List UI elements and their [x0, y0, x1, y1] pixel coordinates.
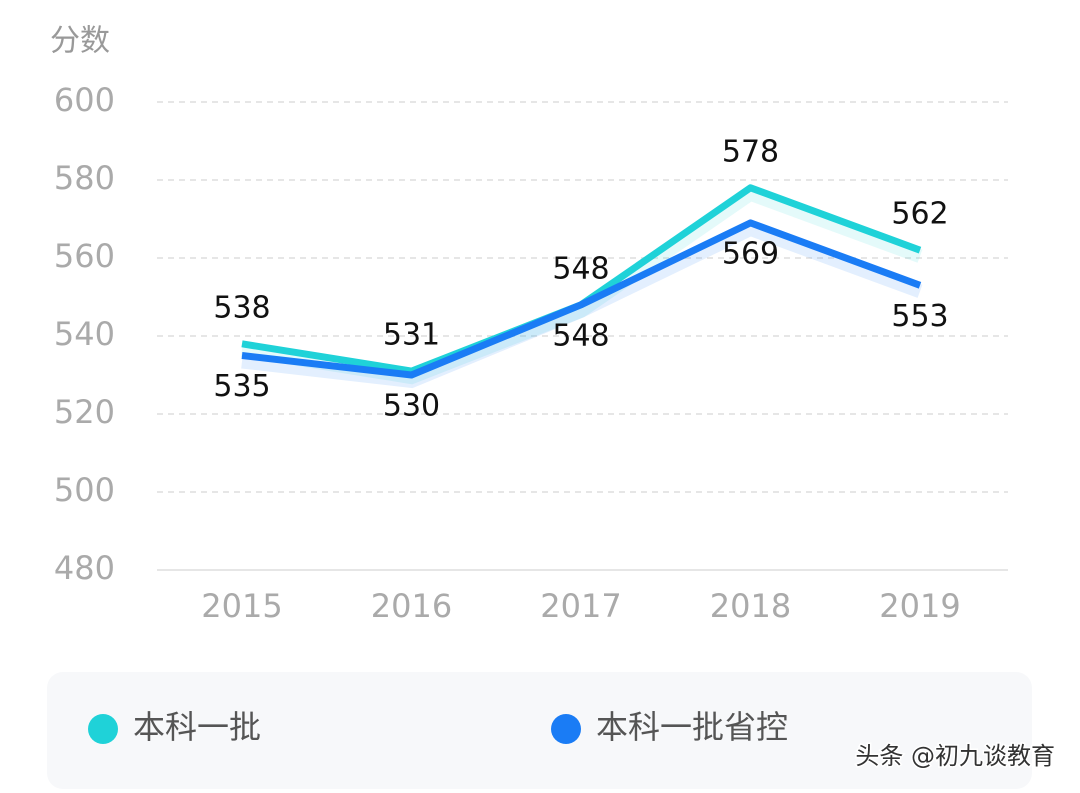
data-label: 578 [722, 134, 779, 169]
x-tick-label: 2016 [371, 587, 452, 625]
legend-marker [551, 714, 581, 744]
x-tick-label: 2019 [879, 587, 960, 625]
legend-label: 本科一批 [133, 708, 261, 746]
data-label: 569 [722, 236, 779, 271]
y-tick-label: 600 [54, 81, 115, 119]
y-axis-title: 分数 [50, 24, 110, 59]
legend-marker [88, 714, 118, 744]
data-label: 538 [213, 290, 270, 325]
data-label: 548 [552, 318, 609, 353]
x-tick-label: 2017 [540, 587, 621, 625]
legend-label: 本科一批省控 [596, 708, 788, 746]
y-tick-label: 560 [54, 237, 115, 275]
x-tick-label: 2015 [201, 587, 282, 625]
y-tick-label: 480 [54, 549, 115, 587]
series-line [241, 219, 922, 379]
data-label: 530 [383, 389, 440, 424]
series-glow [241, 221, 923, 389]
y-tick-label: 500 [54, 471, 115, 509]
legend-box [47, 672, 1032, 789]
data-label: 553 [891, 299, 948, 334]
data-label: 562 [891, 197, 948, 232]
y-tick-label: 580 [54, 159, 115, 197]
y-tick-label: 520 [54, 393, 115, 431]
watermark: 头条 @初九谈教育 [855, 742, 1055, 770]
data-label: 535 [213, 369, 270, 404]
data-label: 548 [552, 251, 609, 286]
x-tick-label: 2018 [710, 587, 791, 625]
y-tick-label: 540 [54, 315, 115, 353]
data-label: 531 [383, 318, 440, 353]
